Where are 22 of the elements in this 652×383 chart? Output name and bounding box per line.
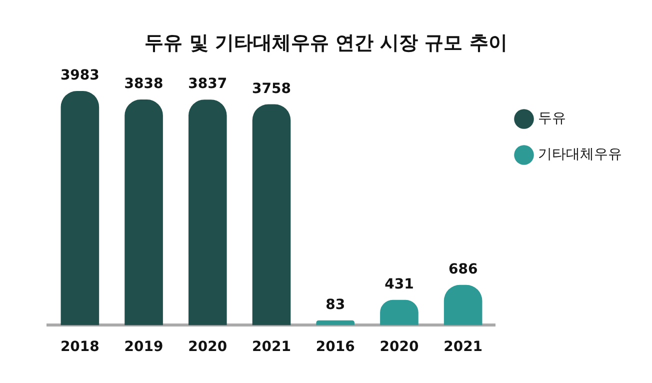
data-label: 83: [326, 296, 346, 313]
data-label: 431: [384, 276, 414, 292]
x-tick-label: 2021: [252, 339, 291, 356]
legend-label: 기타대체우유: [538, 146, 622, 163]
bar: [252, 104, 291, 326]
chart-title: 두유 및 기타대체우유 연간 시장 규모 추이: [144, 31, 508, 56]
x-tick-label: 2020: [188, 339, 228, 356]
x-tick-label: 2019: [124, 339, 164, 356]
x-tick-label: 2016: [316, 339, 355, 356]
x-tick-label: 2018: [60, 339, 100, 356]
data-label: 3983: [60, 68, 100, 84]
bar: [124, 100, 163, 326]
bar: [316, 320, 355, 326]
data-label: 3837: [188, 76, 228, 92]
x-tick-label: 2021: [444, 339, 483, 356]
data-label: 686: [448, 262, 478, 278]
bar: [60, 91, 100, 326]
x-tick-label: 2020: [380, 339, 419, 356]
data-label: 3838: [124, 76, 164, 92]
data-label: 3758: [252, 80, 291, 97]
legend-label: 두유: [538, 110, 566, 127]
bar: [188, 100, 227, 326]
